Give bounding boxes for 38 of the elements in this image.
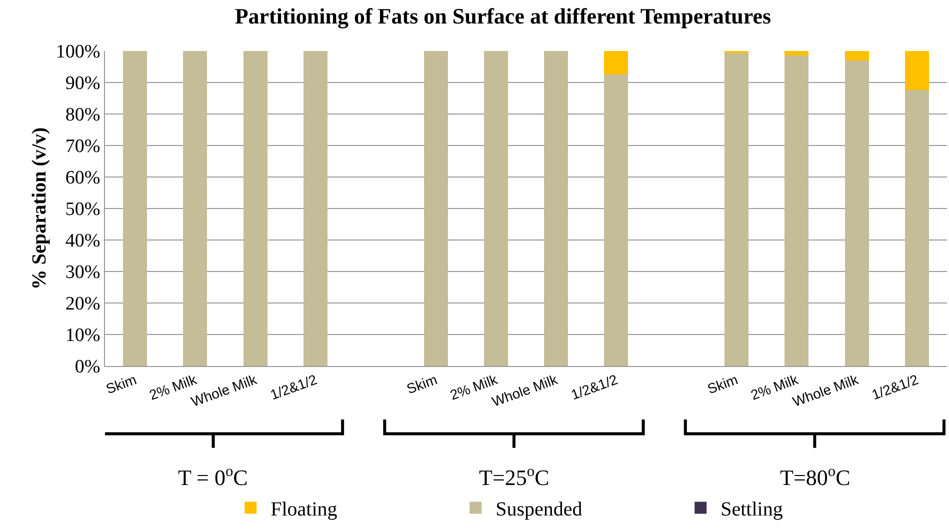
- legend-label: Floating: [270, 498, 338, 521]
- bar: [904, 51, 929, 90]
- text: T=80$^{o}$C: [780, 463, 850, 490]
- bar: [303, 51, 328, 366]
- y-tick-label: 80%: [65, 104, 100, 126]
- y-tick-label: 90%: [65, 73, 100, 94]
- y-tick-label: 40%: [65, 230, 100, 252]
- y-axis-title: % Separation (v/v): [28, 127, 50, 290]
- bar: [123, 51, 148, 366]
- y-tick-label: 50%: [65, 199, 100, 220]
- y-tick-label: 100%: [56, 42, 100, 63]
- chart-title: Partitioning of Fats on Surface at different Temperatures: [234, 3, 772, 28]
- bar: [904, 90, 929, 366]
- bar: [183, 51, 208, 366]
- y-tick-label: 20%: [65, 294, 100, 315]
- y-tick-label: 0%: [74, 356, 100, 378]
- text: T=25$^{o}$C: [479, 463, 550, 490]
- legend-label: Settling: [720, 498, 783, 521]
- bar: [604, 74, 628, 366]
- y-tick-label: 30%: [65, 262, 100, 284]
- y-tick-label: 10%: [65, 325, 100, 346]
- bar: [844, 51, 869, 60]
- x-tick-label: Skim: [705, 371, 740, 397]
- x-tick-label: Skim: [404, 371, 440, 397]
- bar: [784, 56, 809, 366]
- legend-label: Suspended: [496, 498, 582, 521]
- bar: [844, 60, 869, 366]
- bar: [484, 51, 508, 366]
- text: T = 0$^{o}$C: [178, 463, 248, 490]
- bar: [604, 51, 628, 75]
- bar: [424, 51, 448, 366]
- x-tick-label: Skim: [104, 371, 138, 397]
- bar: [544, 51, 568, 366]
- y-tick-label: 60%: [65, 168, 100, 189]
- bar: [724, 52, 749, 366]
- bar: [243, 51, 268, 366]
- bar: [784, 51, 809, 56]
- y-tick-label: 70%: [65, 136, 100, 158]
